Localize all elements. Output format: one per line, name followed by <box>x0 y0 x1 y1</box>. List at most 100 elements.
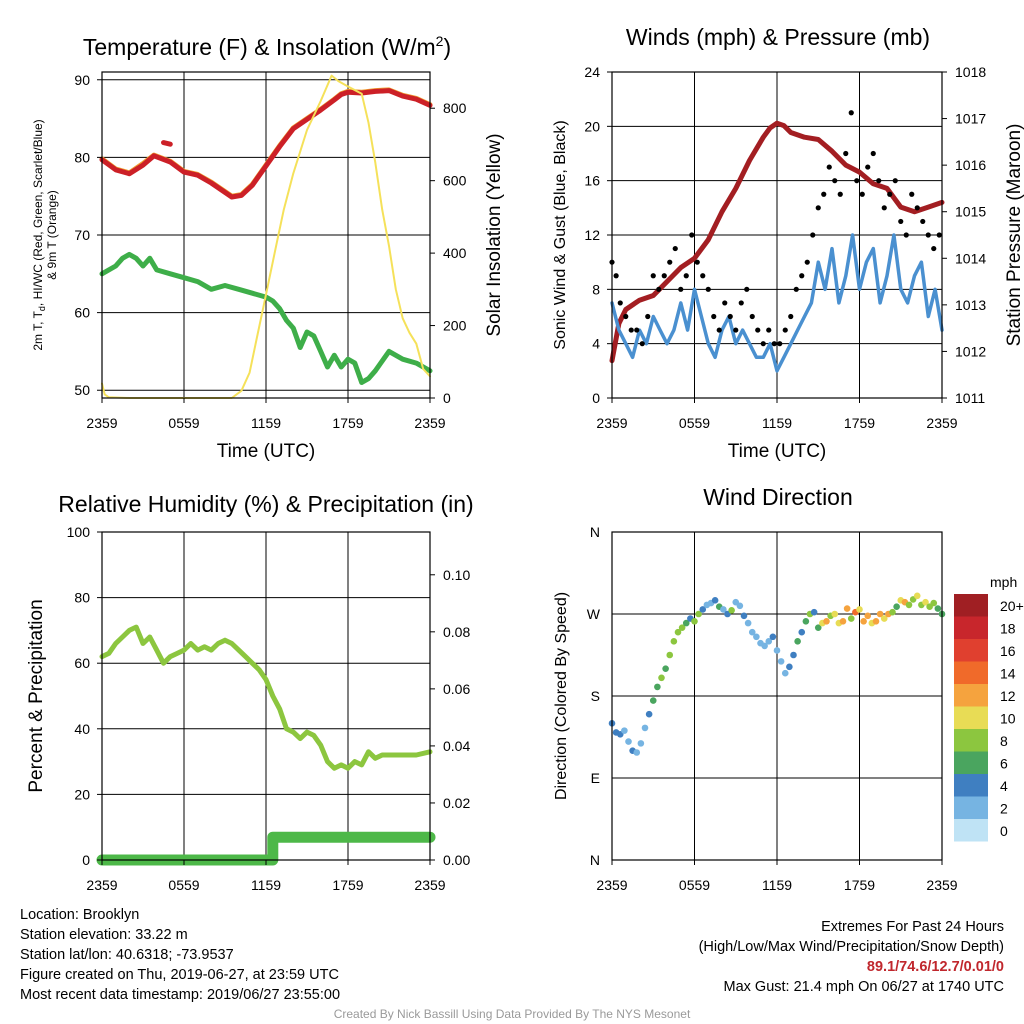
direction-point <box>736 602 744 610</box>
legend-label: 2 <box>1000 801 1008 817</box>
direction-point <box>860 617 867 625</box>
y2-tick-label: 1016 <box>955 157 986 173</box>
y-tick-label: 100 <box>67 524 91 540</box>
gust-point <box>672 245 678 252</box>
direction-point <box>790 651 797 659</box>
created-text: Figure created on Thu, 2019-06-27, at 23… <box>20 967 339 983</box>
gust-point <box>925 232 931 238</box>
x-tick-label: 2359 <box>414 415 445 431</box>
elevation-text: Station elevation: 33.22 m <box>20 927 188 943</box>
gust-point <box>661 273 667 279</box>
y2-tick-label: 1015 <box>955 204 986 220</box>
direction-point <box>761 642 768 650</box>
direction-point <box>876 610 884 618</box>
series-line <box>610 233 944 373</box>
series-line <box>99 251 433 385</box>
gust-point <box>727 313 733 320</box>
panel-title: Wind Direction <box>703 484 853 510</box>
legend-swatch <box>954 819 988 842</box>
direction-point <box>913 592 921 600</box>
legend-swatch <box>954 751 988 774</box>
direction-point <box>810 608 818 616</box>
y2-tick-label: 1013 <box>955 297 986 313</box>
y-axis-label: Direction (Colored By Speed) <box>553 592 570 800</box>
recent-text: Most recent data timestamp: 2019/06/27 2… <box>20 987 341 1003</box>
x-tick-label: 2359 <box>86 877 117 893</box>
direction-point <box>905 601 913 609</box>
direction-point <box>781 669 789 677</box>
extremes-subheading: (High/Low/Max Wind/Precipitation/Snow De… <box>698 939 1004 955</box>
gust-point <box>782 327 788 333</box>
direction-point <box>880 615 888 622</box>
y-tick-label: 0 <box>82 852 90 868</box>
direction-point <box>678 624 686 631</box>
panel-4 <box>608 531 946 865</box>
y2-axis-label: Solar Insolation (Yellow) <box>484 133 505 336</box>
legend-label: 6 <box>1000 756 1008 772</box>
legend-swatch <box>954 594 988 617</box>
y-axis-label: 2m T, Td, HI/WC (Red, Green, Scarlet/Blu… <box>31 119 47 350</box>
direction-point <box>893 603 900 611</box>
x-axis-label: Time (UTC) <box>217 441 316 462</box>
x-tick-label: 2359 <box>926 415 957 431</box>
direction-point <box>839 617 847 625</box>
gust-point <box>705 286 711 292</box>
gust-point <box>821 191 827 197</box>
direction-point <box>814 624 822 631</box>
x-tick-label: 2359 <box>86 415 117 431</box>
direction-point <box>674 628 682 636</box>
gust-point <box>771 341 777 347</box>
gust-point <box>920 218 926 225</box>
gust-point <box>865 164 871 170</box>
series-line <box>99 624 433 771</box>
extremes-values: 89.1/74.6/12.7/0.01/0 <box>866 959 1004 975</box>
gust-point <box>760 341 766 347</box>
y2-tick-label: 600 <box>443 173 467 189</box>
direction-point <box>699 606 707 613</box>
y2-tick-label: 0.02 <box>443 795 470 811</box>
legend-label: 10 <box>1000 711 1016 727</box>
gust-point <box>650 273 656 279</box>
y-axis-label: Percent & Precipitation <box>26 599 47 792</box>
y2-tick-label: 1017 <box>955 111 986 127</box>
legend-swatch <box>954 616 988 639</box>
y-tick-label: N <box>590 524 600 540</box>
gust-point <box>700 273 706 279</box>
y2-tick-label: 0.08 <box>443 624 470 640</box>
x-tick-label: 2359 <box>926 877 957 893</box>
legend-label: 14 <box>1000 666 1016 682</box>
direction-point <box>744 619 752 627</box>
credit-text: Created By Nick Bassill Using Data Provi… <box>333 1007 691 1021</box>
direction-point <box>670 638 678 645</box>
y2-tick-label: 1018 <box>955 64 986 80</box>
station-info: Location: Brooklyn Station elevation: 33… <box>20 905 340 1005</box>
gust-point <box>738 300 744 306</box>
direction-point <box>645 710 653 718</box>
x-tick-label: 1759 <box>332 415 363 431</box>
direction-point <box>794 638 801 645</box>
panel-3 <box>96 531 436 866</box>
panel-title: Relative Humidity (%) & Precipitation (i… <box>58 491 473 517</box>
gust-point <box>733 327 739 333</box>
x-tick-label: 1159 <box>762 415 792 431</box>
gust-point <box>656 286 662 292</box>
gust-point <box>848 110 854 116</box>
direction-point <box>922 598 929 606</box>
gust-point <box>711 313 717 320</box>
y-tick-label: 80 <box>74 149 90 165</box>
x-tick-label: 2359 <box>414 877 445 893</box>
legend-swatch <box>954 774 988 797</box>
direction-point <box>748 628 756 636</box>
gust-point <box>755 327 761 333</box>
direction-point <box>843 605 851 612</box>
x-tick-label: 0559 <box>168 415 199 431</box>
series-line <box>161 140 173 147</box>
extremes-info: Extremes For Past 24 Hours (High/Low/Max… <box>699 917 1004 997</box>
gust-point <box>793 286 799 292</box>
y2-tick-label: 400 <box>443 245 467 261</box>
legend-swatch <box>954 639 988 662</box>
x-tick-label: 0559 <box>679 415 710 431</box>
direction-point <box>649 697 657 704</box>
gust-point <box>870 150 876 157</box>
